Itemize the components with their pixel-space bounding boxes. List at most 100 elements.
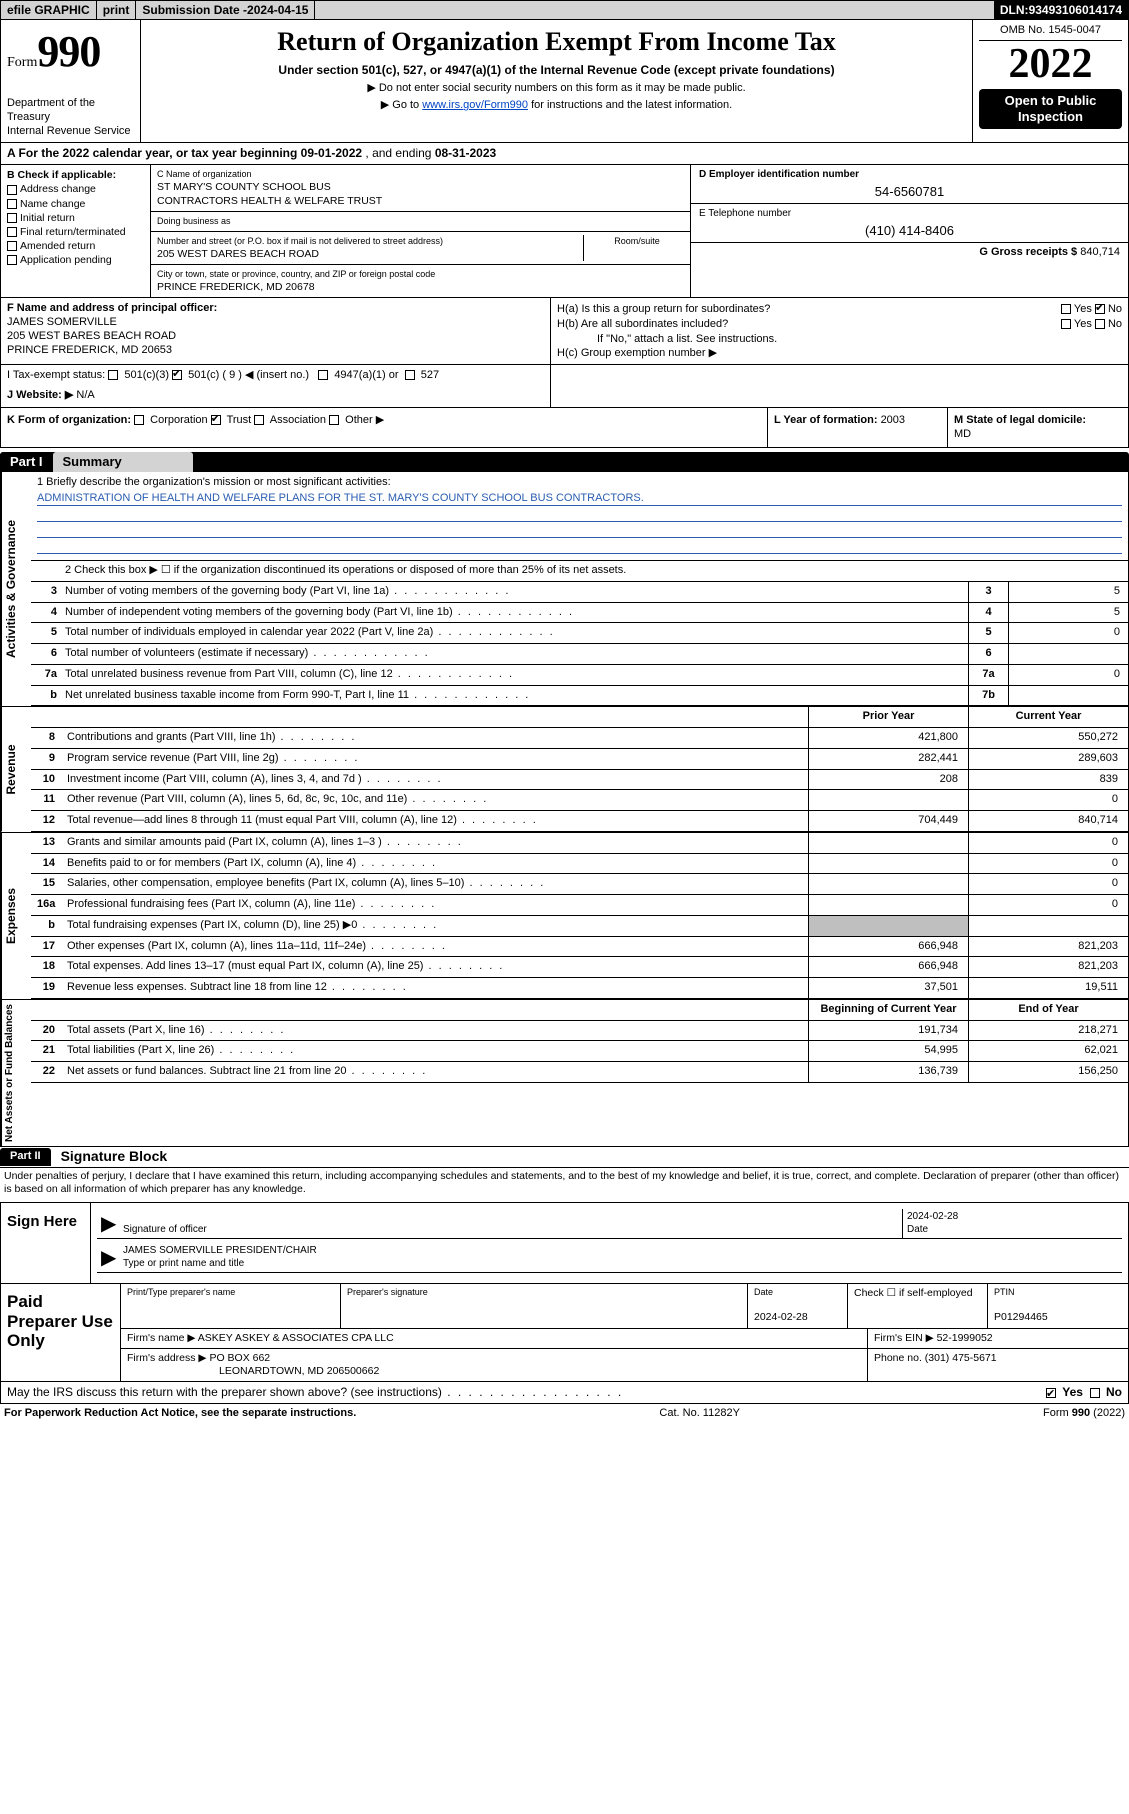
row-k: K Form of organization: Corporation Trus… (1, 408, 768, 448)
current-year: 62,021 (968, 1041, 1128, 1061)
ck-amended[interactable]: Amended return (7, 240, 144, 253)
ck-name-change[interactable]: Name change (7, 198, 144, 211)
hdr-left: Form990 Department of the Treasury Inter… (1, 20, 141, 142)
seg-activities: Activities & Governance 1 Briefly descri… (0, 472, 1129, 707)
sig-row-1: ▶ Signature of officer 2024-02-28Date (97, 1209, 1122, 1239)
phone-lab: E Telephone number (699, 208, 791, 219)
arrow-icon: ▶ (97, 1209, 119, 1238)
i-527-ck[interactable] (405, 370, 415, 380)
current-year: 821,203 (968, 957, 1128, 977)
part-ii-bar: Part II Signature Block (0, 1147, 1129, 1167)
ck-initial-return[interactable]: Initial return (7, 212, 144, 225)
hb-no-ck[interactable] (1095, 319, 1105, 329)
ln: 20 (31, 1021, 61, 1041)
q1: 1 Briefly describe the organization's mi… (31, 472, 1128, 561)
sign-here-block: Sign Here ▶ Signature of officer 2024-02… (0, 1202, 1129, 1284)
footer-r-pre: Form (1043, 1407, 1072, 1419)
k-lab: K Form of organization: (7, 414, 131, 426)
ha-yes-ck[interactable] (1061, 304, 1071, 314)
ag-row: 4 Number of independent voting members o… (31, 603, 1128, 624)
street-lab: Number and street (or P.O. box if mail i… (157, 236, 443, 246)
k-corp-ck[interactable] (134, 415, 144, 425)
ln: 18 (31, 957, 61, 977)
discuss-row: May the IRS discuss this return with the… (0, 1382, 1129, 1404)
part-i-num: Part I (0, 454, 53, 470)
j-val: N/A (76, 389, 94, 401)
ck-address-change[interactable]: Address change (7, 183, 144, 196)
current-year: 550,272 (968, 728, 1128, 748)
current-year: 156,250 (968, 1062, 1128, 1082)
prep-c3-lab: Date (754, 1287, 841, 1298)
sign-body: ▶ Signature of officer 2024-02-28Date ▶ … (91, 1203, 1128, 1283)
preparer-body: Print/Type preparer's name Preparer's si… (121, 1284, 1128, 1381)
org-name-2: CONTRACTORS HEALTH & WELFARE TRUST (157, 195, 382, 207)
i-501c3-ck[interactable] (108, 370, 118, 380)
i-501c-ck[interactable] (172, 370, 182, 380)
b-header: B Check if applicable: (7, 169, 144, 182)
row-l: L Year of formation: 2003 (768, 408, 948, 448)
i-501c-pre: 501(c) ( (188, 369, 229, 381)
addr-2: LEONARDTOWN, MD 206500662 (127, 1365, 379, 1377)
c-name: C Name of organization ST MARY'S COUNTY … (151, 165, 690, 211)
i-4947-ck[interactable] (318, 370, 328, 380)
current-year: 289,603 (968, 749, 1128, 769)
ln: 16a (31, 895, 61, 915)
ha-no: No (1108, 303, 1122, 315)
side-netassets: Net Assets or Fund Balances (1, 1000, 31, 1146)
efile-btn[interactable]: efile GRAPHIC (1, 1, 97, 19)
txt: Professional fundraising fees (Part IX, … (61, 895, 808, 915)
f-addr1: 205 WEST BARES BEACH ROAD (7, 330, 176, 342)
paid-preparer-block: Paid Preparer Use Only Print/Type prepar… (0, 1284, 1129, 1382)
l-lab: L Year of formation: (774, 414, 881, 426)
txt: Other expenses (Part IX, column (A), lin… (61, 937, 808, 957)
ln: 14 (31, 854, 61, 874)
subdate-label: Submission Date - (142, 3, 247, 18)
txt: Total number of volunteers (estimate if … (61, 644, 968, 664)
ha-no-ck[interactable] (1095, 304, 1105, 314)
i-lab: I Tax-exempt status: (7, 369, 105, 381)
col-prior: Prior Year (808, 707, 968, 727)
sig-row-2: ▶ JAMES SOMERVILLE PRESIDENT/CHAIRType o… (97, 1243, 1122, 1273)
txt: Total fundraising expenses (Part IX, col… (61, 916, 808, 936)
addr-lab: Firm's address ▶ (127, 1352, 209, 1364)
topbar: efile GRAPHIC print Submission Date - 20… (0, 0, 1129, 20)
ck-final-return[interactable]: Final return/terminated (7, 226, 144, 239)
dln-label: DLN: (1000, 3, 1029, 18)
exp-rows-container: 13 Grants and similar amounts paid (Part… (31, 833, 1128, 999)
print-btn[interactable]: print (97, 1, 137, 19)
arrow-icon: ▶ (97, 1243, 119, 1272)
data-row: 10 Investment income (Part VIII, column … (31, 770, 1128, 791)
topbar-spacer (315, 1, 993, 19)
txt: Number of voting members of the governin… (61, 582, 968, 602)
k-assoc-ck[interactable] (254, 415, 264, 425)
f-addr2: PRINCE FREDERICK, MD 20653 (7, 344, 172, 356)
k-other-ck[interactable] (329, 415, 339, 425)
current-year: 839 (968, 770, 1128, 790)
prior-year: 37,501 (808, 978, 968, 998)
val: 0 (1008, 623, 1128, 643)
dln-value: 93493106014174 (1029, 3, 1122, 18)
ha-yes: Yes (1074, 303, 1092, 315)
data-row: b Total fundraising expenses (Part IX, c… (31, 916, 1128, 937)
prior-year (808, 790, 968, 810)
q1-blank3 (37, 540, 1122, 554)
prep-self-emp[interactable]: Check ☐ if self-employed (854, 1287, 973, 1299)
sig-date: 2024-02-28 (907, 1211, 958, 1222)
sig-name: JAMES SOMERVILLE PRESIDENT/CHAIR (123, 1245, 317, 1256)
irs-label: Internal Revenue Service (7, 125, 134, 139)
discuss-no-ck[interactable] (1090, 1388, 1100, 1398)
hb-yes-ck[interactable] (1061, 319, 1071, 329)
k-trust-ck[interactable] (211, 415, 221, 425)
ptin-lab: PTIN (994, 1287, 1122, 1298)
discuss-yes-ck[interactable] (1046, 1388, 1056, 1398)
prior-year: 666,948 (808, 957, 968, 977)
na-body: Beginning of Current Year End of Year 20… (31, 1000, 1128, 1146)
col-current: Current Year (968, 707, 1128, 727)
box: 7a (968, 665, 1008, 685)
ck-app-pending[interactable]: Application pending (7, 254, 144, 267)
hb-yes: Yes (1074, 318, 1092, 330)
firm-ein: 52-1999052 (937, 1332, 993, 1344)
ag-row: 6 Total number of volunteers (estimate i… (31, 644, 1128, 665)
txt: Contributions and grants (Part VIII, lin… (61, 728, 808, 748)
form990-link[interactable]: www.irs.gov/Form990 (422, 99, 528, 111)
